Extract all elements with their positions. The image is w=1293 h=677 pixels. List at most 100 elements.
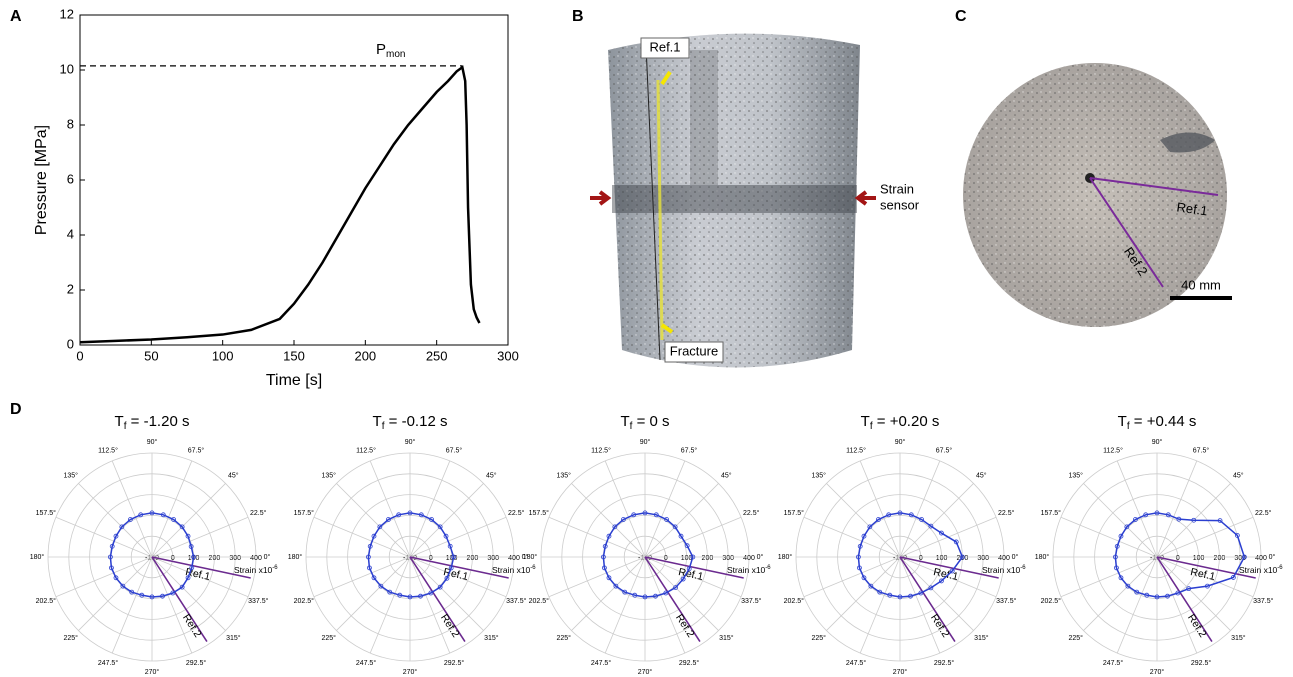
strain-point — [109, 543, 115, 549]
y-tick-label: 12 — [60, 6, 74, 21]
polar-title: Tf = -1.20 s — [115, 413, 190, 432]
grid-spoke — [1083, 483, 1158, 558]
theta-tick-label: 337.5° — [996, 597, 1017, 605]
theta-tick-label: 112.5° — [98, 447, 118, 455]
strain-point — [664, 517, 670, 522]
strain-point — [918, 590, 924, 596]
grid-spoke — [1156, 556, 1198, 654]
title-sub: f — [1127, 421, 1130, 432]
ref-line — [899, 556, 956, 643]
grid-spoke — [644, 556, 686, 654]
strain-point — [908, 512, 914, 518]
strain-point — [170, 590, 176, 596]
x-tick-label: 0 — [76, 348, 83, 363]
grid-spoke — [548, 556, 646, 598]
plot-frame — [79, 14, 509, 346]
strain-line — [857, 512, 964, 598]
grid-spoke — [409, 483, 484, 558]
strain-point — [1125, 583, 1131, 589]
theta-tick-label: 135° — [321, 472, 336, 480]
theta-tick-label: 67.5° — [681, 447, 698, 455]
ref-label: Ref.2 — [438, 612, 462, 640]
theta-tick-label: 112.5° — [1103, 447, 1123, 455]
theta-tick-label: 90° — [147, 438, 158, 446]
strain-point — [919, 517, 925, 522]
r-axis-label: Strain x10-6 — [234, 565, 278, 576]
strain-line — [109, 512, 195, 598]
strain-point — [160, 593, 165, 599]
strain-point — [444, 575, 450, 581]
r-tick-label: 300 — [229, 555, 241, 562]
grid-spoke — [899, 460, 941, 558]
ref-label: Ref.1 — [1189, 566, 1216, 583]
theta-tick-label: 337.5° — [1253, 597, 1274, 605]
grid-spoke — [78, 483, 153, 558]
fracture-label: Fracture — [670, 343, 718, 358]
grid-spoke — [151, 556, 249, 598]
strain-point — [396, 512, 402, 518]
strain-line — [1114, 512, 1246, 598]
strain-point — [606, 575, 612, 581]
r-axis-label: Strain x10-6 — [492, 565, 536, 576]
theta-tick-label: 337.5° — [248, 597, 269, 605]
title-main: T — [620, 413, 629, 430]
y-tick-label: 0 — [67, 336, 74, 351]
theta-tick-label: 22.5° — [743, 509, 760, 517]
r-tick-label: 200 — [467, 555, 479, 562]
strain-point — [1217, 518, 1223, 523]
grid-spoke — [899, 556, 974, 631]
theta-tick-label: 135° — [63, 472, 78, 480]
theta-tick-label: 315° — [974, 634, 989, 642]
theta-tick-label: 180° — [778, 553, 793, 561]
r-tick-label: 100 — [936, 555, 948, 562]
grid-spoke — [644, 556, 719, 631]
strain-point — [939, 530, 944, 536]
r-tick-label: 400 — [998, 555, 1010, 562]
theta-tick-label: 45° — [486, 472, 497, 480]
theta-tick-label: 315° — [226, 634, 241, 642]
theta-tick-label: 67.5° — [188, 447, 205, 455]
strain-point — [129, 589, 135, 595]
grid-spoke — [151, 460, 193, 558]
title-sub: f — [630, 421, 633, 432]
theta-tick-label: 0° — [1012, 553, 1019, 561]
pmon-sub: mon — [386, 49, 405, 60]
r-label-sup: -6 — [1277, 565, 1283, 571]
grid-spoke — [336, 483, 411, 558]
title-sub: f — [124, 421, 127, 432]
strain-point — [1143, 512, 1149, 518]
r-tick-label: 0 — [1176, 555, 1180, 562]
strain-point — [407, 510, 413, 516]
theta-tick-label: 247.5° — [846, 659, 867, 667]
strain-point — [429, 517, 435, 522]
grid-spoke — [409, 556, 507, 598]
strain-point — [171, 517, 177, 522]
strain-point — [367, 565, 372, 571]
strain-point — [1114, 565, 1119, 571]
grid-spoke — [409, 556, 484, 631]
theta-tick-label: 270° — [638, 668, 653, 676]
strain-point — [179, 524, 185, 530]
grid-spoke — [111, 556, 153, 654]
strain-point — [642, 594, 648, 600]
strain-point — [113, 533, 119, 539]
r-tick-label: 0 — [919, 555, 923, 562]
strain-point — [1118, 575, 1124, 581]
strain-point — [684, 543, 690, 549]
r-axis-label: Strain x10-6 — [982, 565, 1026, 576]
theta-tick-label: 270° — [403, 668, 418, 676]
theta-tick-label: 292.5° — [679, 659, 700, 667]
r-label-main: Strain x10 — [1239, 565, 1278, 575]
strain-point — [188, 544, 194, 549]
r-label-main: Strain x10 — [982, 565, 1021, 575]
strain-point — [371, 575, 377, 581]
grid-spoke — [604, 556, 646, 654]
grid-spoke — [859, 460, 901, 558]
pressure-line — [79, 65, 481, 344]
strain-point — [868, 583, 874, 589]
grid-spoke — [336, 556, 411, 631]
theta-tick-label: 22.5° — [250, 509, 267, 517]
ref-label: Ref.2 — [180, 612, 204, 640]
panel-letter: A — [10, 8, 22, 25]
ref-line — [409, 556, 509, 579]
